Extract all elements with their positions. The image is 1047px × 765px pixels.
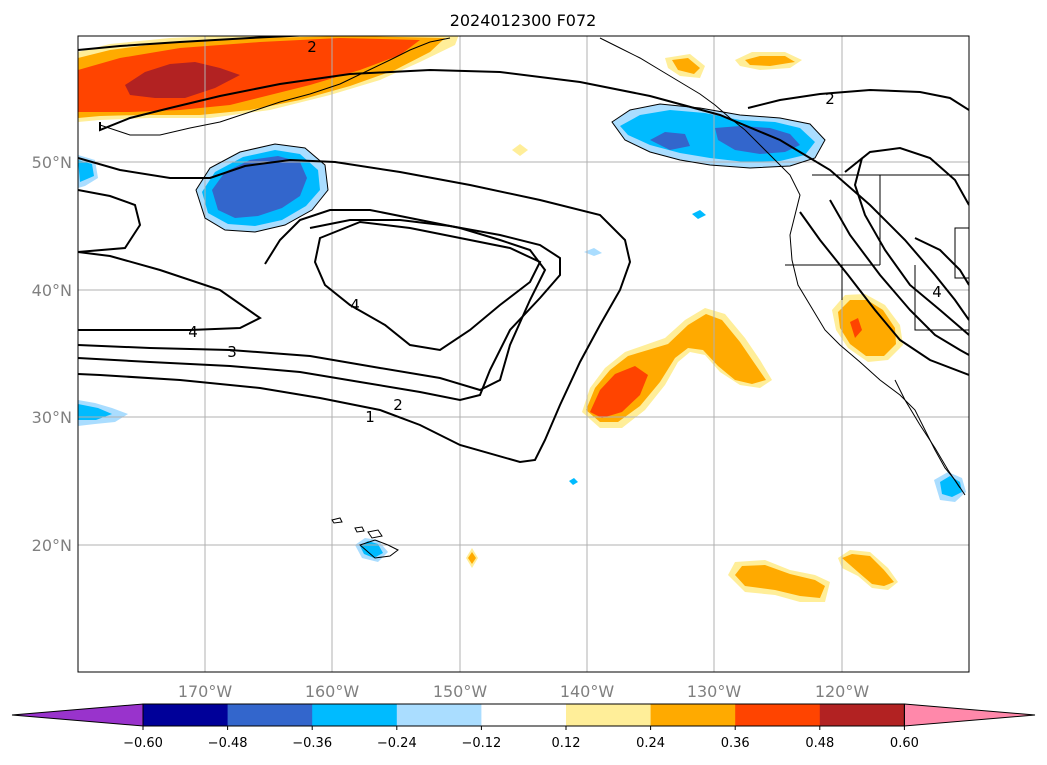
colorbar-tick-label: 0.12 — [552, 736, 581, 751]
lon-label: 140°W — [560, 682, 615, 701]
colorbar-segment — [396, 704, 482, 726]
lon-label: 130°W — [687, 682, 742, 701]
colorbar-tick-label: 0.60 — [890, 736, 919, 751]
contour-label: 1 — [365, 408, 375, 426]
lat-label: 40°N — [32, 281, 72, 300]
map-gridlines — [78, 36, 969, 672]
positive-anomaly-california — [832, 294, 903, 362]
shaded-anomalies — [78, 36, 966, 602]
colorbar-segment — [143, 704, 229, 726]
positive-anomaly-south — [728, 550, 898, 602]
colorbar-segment — [650, 704, 736, 726]
contour-label: 4 — [350, 296, 360, 314]
contour-label: 4 — [932, 283, 942, 301]
height-contours — [78, 36, 969, 464]
lon-label: 150°W — [433, 682, 488, 701]
contour-labels: 2 4 3 2 1 4 2 4 — [188, 38, 942, 426]
latitude-labels: 50°N 40°N 30°N 20°N — [32, 153, 72, 555]
colorbar-segment — [481, 704, 567, 726]
map-frame — [77, 35, 970, 673]
colorbar-tick-label: 0.36 — [721, 736, 750, 751]
positive-anomaly-subtropical — [582, 308, 772, 428]
contour-label: 3 — [227, 343, 237, 361]
positive-anomaly-small — [466, 52, 802, 568]
colorbar-tick-label: −0.36 — [292, 736, 332, 751]
positive-anomaly-north — [78, 36, 459, 122]
lon-label: 170°W — [178, 682, 233, 701]
coastlines — [99, 37, 969, 559]
contour-label: 4 — [188, 323, 198, 341]
negative-anomaly-bc — [612, 104, 825, 168]
colorbar-segment — [312, 704, 398, 726]
negative-anomaly-small — [78, 155, 966, 562]
map-area: 2 4 3 2 1 4 2 4 — [78, 36, 969, 672]
colorbar-segment — [227, 704, 313, 726]
colorbar-max-extend — [903, 703, 1036, 727]
colorbar-tick-label: −0.60 — [123, 736, 163, 751]
contour-label: 2 — [393, 396, 403, 414]
colorbar-tick-label: 0.48 — [805, 736, 834, 751]
lat-label: 20°N — [32, 536, 72, 555]
lon-label: 120°W — [815, 682, 870, 701]
colorbar-tick-label: −0.48 — [208, 736, 248, 751]
colorbar-min-extend — [11, 703, 144, 727]
map-title: 2024012300 F072 — [450, 11, 597, 30]
contour-label: 2 — [307, 38, 317, 56]
colorbar-outline — [142, 703, 905, 727]
colorbar-segment — [566, 704, 652, 726]
colorbar-tick-label: 0.24 — [636, 736, 665, 751]
colorbar-segment — [819, 704, 905, 726]
colorbar-tick-label: −0.24 — [377, 736, 417, 751]
lat-label: 50°N — [32, 153, 72, 172]
colorbar-tick-label: −0.12 — [461, 736, 501, 751]
contour-label: 2 — [825, 90, 835, 108]
colorbar: −0.60 −0.48 −0.36 −0.24 −0.12 0.12 0.24 0.36 0.4… — [11, 703, 1036, 751]
longitude-labels: 170°W 160°W 150°W 140°W 130°W 120°W — [178, 682, 870, 701]
lat-label: 30°N — [32, 408, 72, 427]
colorbar-segment — [735, 704, 821, 726]
lon-label: 160°W — [305, 682, 360, 701]
negative-anomaly-central — [196, 144, 328, 232]
